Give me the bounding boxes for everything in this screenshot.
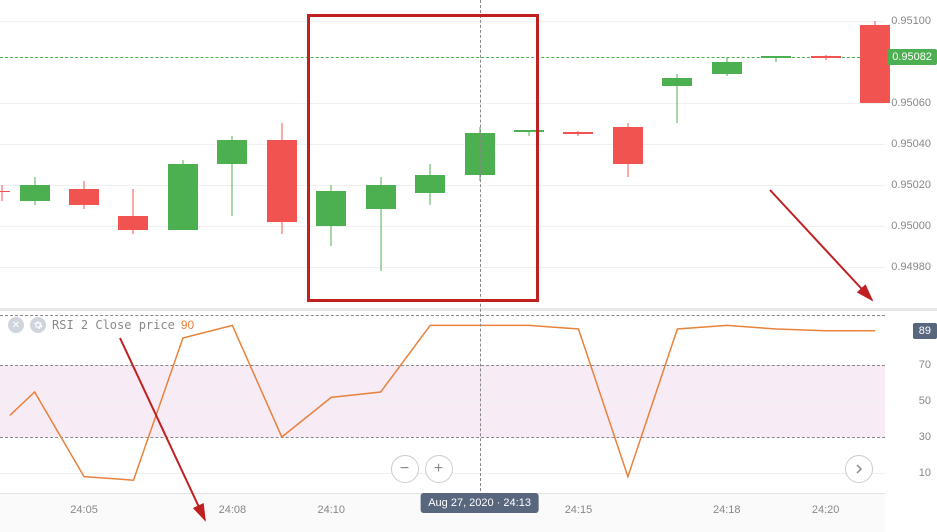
candlestick[interactable] bbox=[761, 0, 791, 308]
candlestick[interactable] bbox=[118, 0, 148, 308]
y-tick-label: 0.95100 bbox=[891, 15, 931, 27]
rsi-y-axis[interactable]: 70 50 30 10 89 bbox=[885, 311, 937, 491]
scroll-right-button[interactable] bbox=[845, 455, 873, 483]
rsi-y-tick-label: 30 bbox=[919, 431, 931, 443]
chart-container: ✕ RSI 2 Close price 90 0.951000.950820.9… bbox=[0, 0, 937, 532]
rsi-y-tick-label: 50 bbox=[919, 395, 931, 407]
y-tick-label: 0.95020 bbox=[891, 179, 931, 191]
price-y-axis[interactable]: 0.95100 0.95082 0.95060 0.95040 0.95020 0.950… bbox=[885, 0, 937, 308]
current-price-label: 0.95082 bbox=[887, 49, 937, 65]
candlestick[interactable] bbox=[20, 0, 50, 308]
candlestick[interactable] bbox=[217, 0, 247, 308]
crosshair-time-label: Aug 27, 2020 · 24:13 bbox=[420, 493, 539, 513]
x-tick-label: 24:08 bbox=[219, 504, 247, 516]
candlestick[interactable] bbox=[168, 0, 198, 308]
rsi-y-tick-label: 10 bbox=[919, 467, 931, 479]
x-tick-label: 24:15 bbox=[565, 504, 593, 516]
highlight-box bbox=[307, 14, 539, 301]
candlestick[interactable] bbox=[69, 0, 99, 308]
x-tick-label: 24:10 bbox=[317, 504, 345, 516]
candlestick[interactable] bbox=[613, 0, 643, 308]
candlestick[interactable] bbox=[0, 0, 10, 308]
y-tick-label: 0.94980 bbox=[891, 261, 931, 273]
zoom-in-button[interactable]: + bbox=[425, 455, 453, 483]
candlestick[interactable] bbox=[267, 0, 297, 308]
y-tick-label: 0.95040 bbox=[891, 138, 931, 150]
x-tick-label: 24:20 bbox=[812, 504, 840, 516]
rsi-current-label: 89 bbox=[913, 323, 937, 339]
zoom-out-button[interactable]: − bbox=[391, 455, 419, 483]
rsi-y-tick-label: 70 bbox=[919, 359, 931, 371]
zoom-controls: −+ bbox=[391, 455, 453, 483]
chevron-right-icon bbox=[854, 464, 864, 474]
y-tick-label: 0.95060 bbox=[891, 97, 931, 109]
candlestick[interactable] bbox=[712, 0, 742, 308]
y-tick-label: 0.95000 bbox=[891, 220, 931, 232]
candlestick[interactable] bbox=[662, 0, 692, 308]
candlestick[interactable] bbox=[563, 0, 593, 308]
x-tick-label: 24:05 bbox=[70, 504, 98, 516]
candlestick[interactable] bbox=[811, 0, 841, 308]
x-tick-label: 24:18 bbox=[713, 504, 741, 516]
